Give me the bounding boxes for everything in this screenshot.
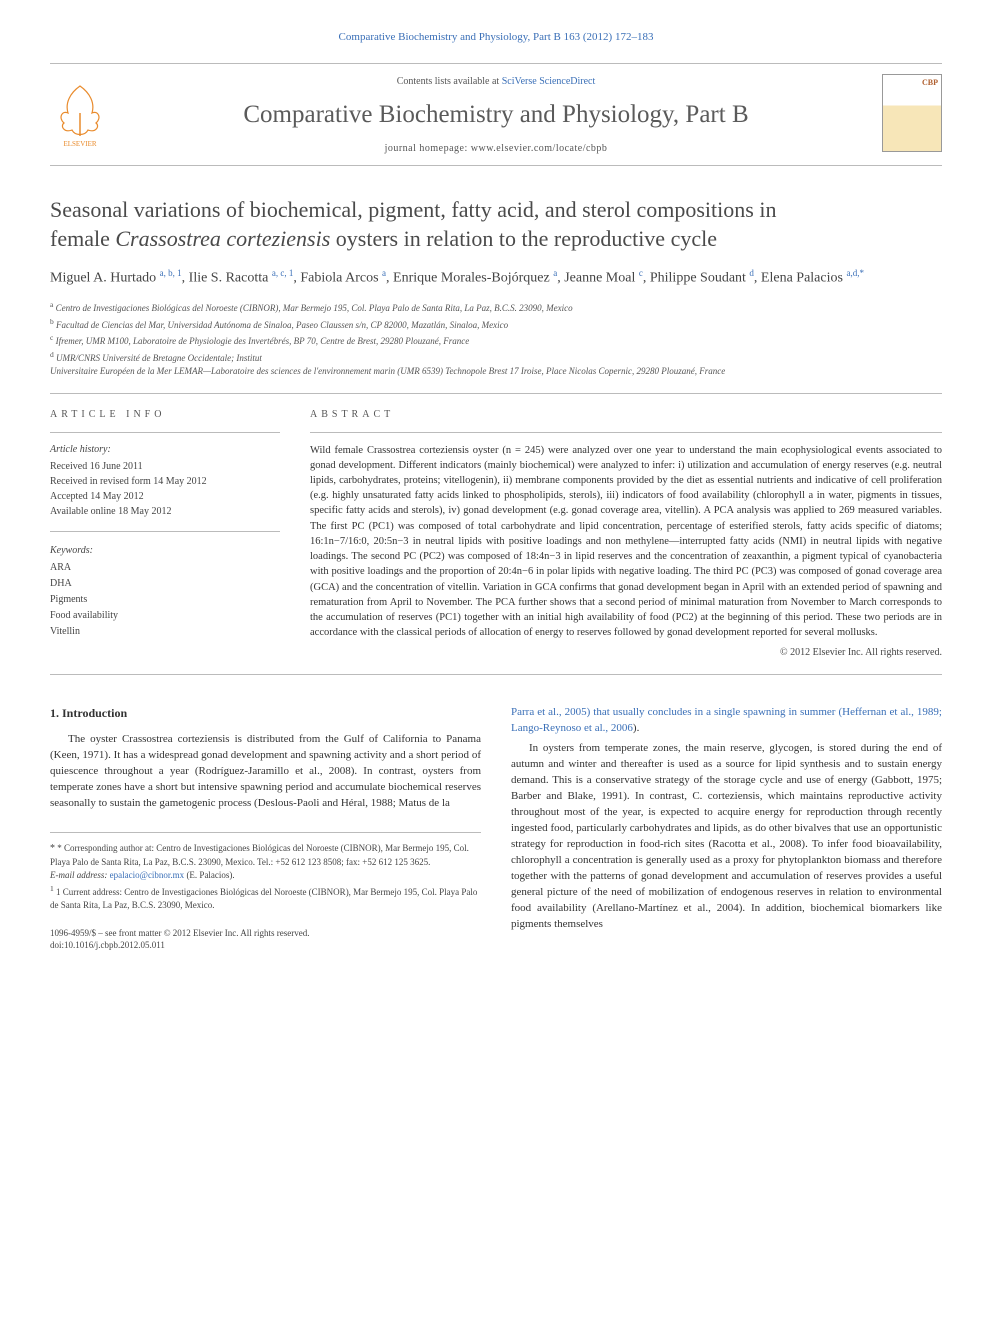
elsevier-tree-icon: ELSEVIER xyxy=(50,78,110,148)
journal-citation-link[interactable]: Comparative Biochemistry and Physiology,… xyxy=(50,30,942,45)
affiliations: a Centro de Investigaciones Biológicas d… xyxy=(50,299,942,379)
body-left-col: 1. Introduction The oyster Crassostrea c… xyxy=(50,705,481,952)
journal-homepage-link[interactable]: www.elsevier.com/locate/cbpb xyxy=(471,143,608,154)
divider xyxy=(50,432,280,433)
para-tail: ). xyxy=(633,722,639,734)
keyword-item: Food availability xyxy=(50,608,280,624)
doi-line: doi:10.1016/j.cbpb.2012.05.011 xyxy=(50,939,481,952)
keywords-list: ARA DHA Pigments Food availability Vitel… xyxy=(50,560,280,640)
article-info-column: article info Article history: Received 1… xyxy=(50,408,280,640)
citation-link[interactable]: Parra et al., 2005) that usually conclud… xyxy=(511,706,842,718)
abstract-copyright: © 2012 Elsevier Inc. All rights reserved… xyxy=(310,646,942,660)
email-line: E-mail address: epalacio@cibnor.mx (E. P… xyxy=(50,869,481,883)
affiliation-d2: Universitaire Européen de la Mer LEMAR—L… xyxy=(50,365,942,379)
abstract-column: abstract Wild female Crassostrea cortezi… xyxy=(310,408,942,661)
divider xyxy=(50,393,942,394)
email-who: (E. Palacios). xyxy=(184,870,234,880)
history-label: Article history: xyxy=(50,443,280,457)
title-line2-pre: female xyxy=(50,226,115,251)
author-list: Miguel A. Hurtado a, b, 1, Ilie S. Racot… xyxy=(50,267,942,289)
title-line1: Seasonal variations of biochemical, pigm… xyxy=(50,197,776,222)
journal-masthead: ELSEVIER Contents lists available at Sci… xyxy=(50,63,942,166)
keyword-item: Pigments xyxy=(50,592,280,608)
front-matter-line: 1096-4959/$ – see front matter © 2012 El… xyxy=(50,927,481,940)
article-history-block: Article history: Received 16 June 2011 R… xyxy=(50,443,280,532)
intro-para-2: In oysters from temperate zones, the mai… xyxy=(511,741,942,932)
author-note-1: 1 1 Current address: Centro de Investiga… xyxy=(50,883,481,913)
affiliation-b: b Facultad de Ciencias del Mar, Universi… xyxy=(50,316,942,333)
abstract-heading: abstract xyxy=(310,408,942,422)
author-email-link[interactable]: epalacio@cibnor.mx xyxy=(110,870,185,880)
affiliation-d: d UMR/CNRS Université de Bretagne Occide… xyxy=(50,349,942,366)
contents-available-line: Contents lists available at SciVerse Sci… xyxy=(130,75,862,89)
homepage-prefix: journal homepage: xyxy=(385,143,471,154)
received-line: Received 16 June 2011 xyxy=(50,459,280,474)
affiliation-a: a Centro de Investigaciones Biológicas d… xyxy=(50,299,942,316)
footer-meta: 1096-4959/$ – see front matter © 2012 El… xyxy=(50,927,481,952)
keywords-block: Keywords: ARA DHA Pigments Food availabi… xyxy=(50,544,280,640)
keyword-item: ARA xyxy=(50,560,280,576)
accepted-line: Accepted 14 May 2012 xyxy=(50,489,280,504)
publisher-logo: ELSEVIER xyxy=(50,78,130,153)
intro-heading: 1. Introduction xyxy=(50,705,481,722)
intro-para-1: The oyster Crassostrea corteziensis is d… xyxy=(50,732,481,812)
intro-para-cont: Parra et al., 2005) that usually conclud… xyxy=(511,705,942,737)
abstract-text: Wild female Crassostrea corteziensis oys… xyxy=(310,443,942,641)
cover-icon xyxy=(882,74,942,152)
body-right-col: Parra et al., 2005) that usually conclud… xyxy=(511,705,942,952)
sciencedirect-link[interactable]: SciVerse ScienceDirect xyxy=(502,76,596,87)
journal-cover-thumb xyxy=(862,74,942,157)
email-label: E-mail address: xyxy=(50,870,110,880)
journal-homepage-line: journal homepage: www.elsevier.com/locat… xyxy=(130,142,862,156)
revised-line: Received in revised form 14 May 2012 xyxy=(50,474,280,489)
keyword-item: Vitellin xyxy=(50,624,280,640)
journal-title: Comparative Biochemistry and Physiology,… xyxy=(130,97,862,132)
body-columns: 1. Introduction The oyster Crassostrea c… xyxy=(50,705,942,952)
affiliation-c: c Ifremer, UMR M100, Laboratoire de Phys… xyxy=(50,332,942,349)
divider xyxy=(310,432,942,433)
keywords-label: Keywords: xyxy=(50,544,280,558)
footnotes: * * Corresponding author at: Centro de I… xyxy=(50,832,481,913)
contents-prefix: Contents lists available at xyxy=(397,76,502,87)
title-line2-post: oysters in relation to the reproductive … xyxy=(330,226,717,251)
corresponding-author-note: * * Corresponding author at: Centro de I… xyxy=(50,841,481,870)
info-abstract-row: article info Article history: Received 1… xyxy=(50,408,942,661)
article-info-heading: article info xyxy=(50,408,280,422)
title-species: Crassostrea corteziensis xyxy=(115,226,330,251)
online-line: Available online 18 May 2012 xyxy=(50,504,280,519)
svg-text:ELSEVIER: ELSEVIER xyxy=(63,140,96,148)
divider xyxy=(50,674,942,675)
article-title: Seasonal variations of biochemical, pigm… xyxy=(50,196,942,253)
keyword-item: DHA xyxy=(50,576,280,592)
